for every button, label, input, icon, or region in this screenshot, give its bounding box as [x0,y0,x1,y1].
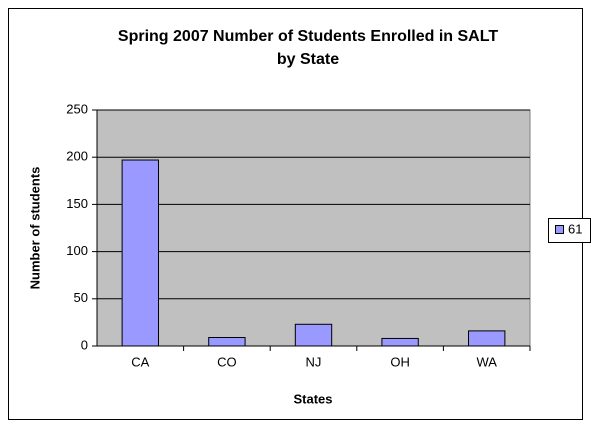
x-tick-label: CA [131,354,149,369]
bar [468,330,506,347]
chart-title: Spring 2007 Number of Students Enrolled … [118,28,498,45]
y-tick-label: 100 [66,243,88,258]
x-tick-label: CO [217,354,237,369]
y-tick-label: 0 [81,337,88,352]
y-tick-label: 250 [66,101,88,116]
bar [208,337,246,347]
chart-title: by State [277,51,339,68]
y-tick-label: 200 [66,149,88,164]
legend-swatch [555,225,564,234]
plot-area [96,109,531,347]
x-tick-label: NJ [306,354,322,369]
y-tick-label: 50 [74,290,88,305]
x-tick-label: OH [390,354,410,369]
x-tick-label: WA [476,354,497,369]
y-axis-label: Number of students [27,167,42,290]
x-axis-label: States [293,391,332,406]
bar [121,159,159,347]
bar [294,323,333,347]
y-tick-label: 150 [66,196,88,211]
bar [381,337,419,347]
legend-label: 61 [568,221,582,236]
